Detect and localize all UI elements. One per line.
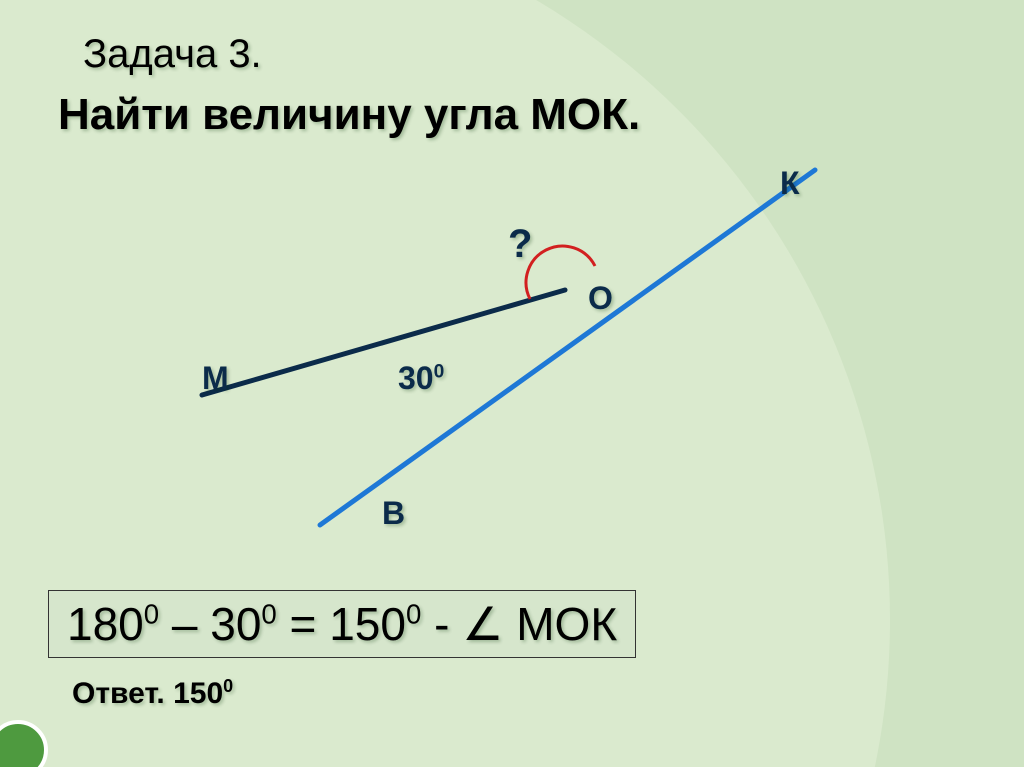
line-mo: [202, 290, 565, 395]
sol-p1: 0: [144, 599, 159, 630]
label-o: О: [588, 280, 613, 317]
answer-sup: 0: [223, 676, 233, 696]
sol-p5: 0: [406, 599, 421, 630]
answer-line: Ответ. 1500: [72, 676, 233, 711]
sol-p0: 180: [67, 598, 144, 650]
slide: Задача 3. Найти величину угла МОК. К О М…: [0, 0, 1024, 767]
sol-p3: 0: [261, 599, 276, 630]
question-mark: ?: [508, 222, 532, 267]
sol-p6: - ∠ МОК: [421, 598, 617, 650]
label-m: М: [202, 360, 229, 397]
angle-30-sup: 0: [434, 361, 445, 382]
task-title: Найти величину угла МОК.: [58, 90, 640, 140]
angle-30: 300: [398, 360, 444, 397]
label-b: В: [382, 495, 405, 532]
answer-value: 150: [173, 677, 223, 710]
line-bk: [320, 170, 815, 525]
angle-30-value: 30: [398, 360, 434, 396]
answer-prefix: Ответ.: [72, 677, 173, 710]
sol-p4: = 150: [277, 598, 406, 650]
task-number: Задача 3.: [83, 32, 262, 77]
solution-box: 1800 – 300 = 1500 - ∠ МОК: [48, 590, 636, 658]
label-k: К: [780, 165, 800, 202]
sol-p2: – 30: [159, 598, 261, 650]
